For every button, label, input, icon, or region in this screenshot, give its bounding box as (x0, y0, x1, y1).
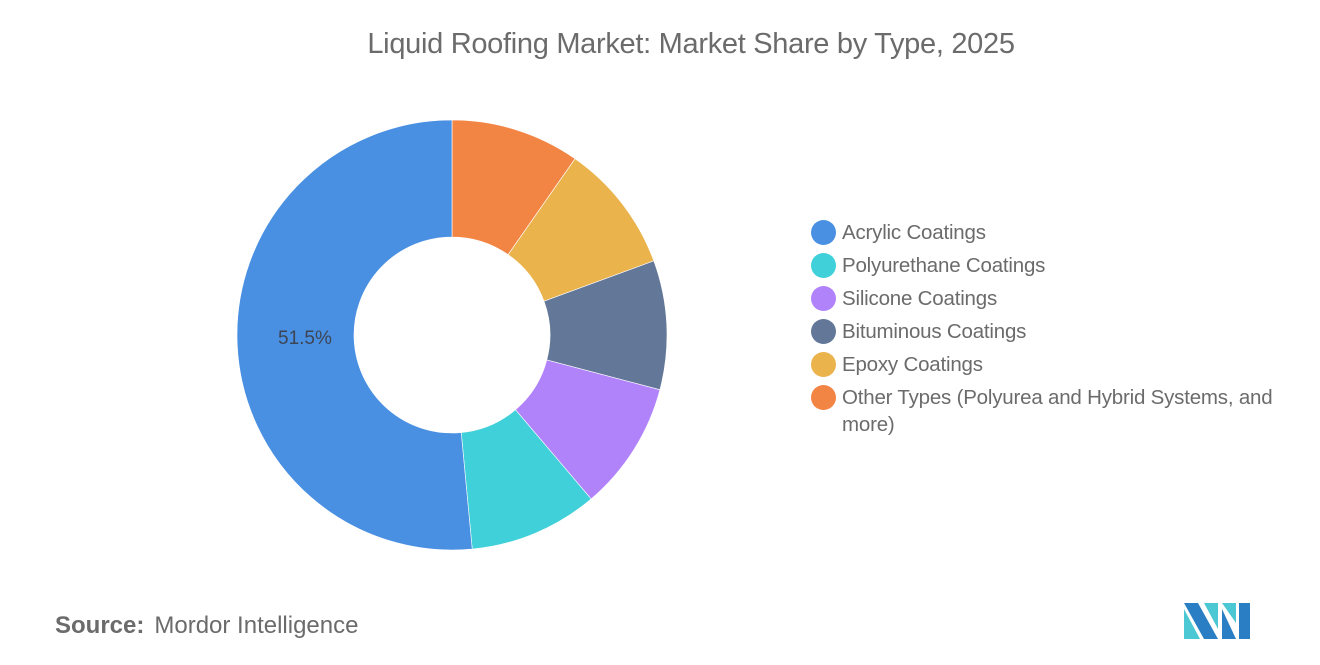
legend-label: Other Types (Polyurea and Hybrid Systems… (842, 386, 1273, 436)
mordor-intelligence-logo-icon (1184, 603, 1250, 639)
donut-slices (236, 119, 668, 551)
source-value: Mordor Intelligence (154, 612, 359, 639)
chart-title: Liquid Roofing Market: Market Share by T… (367, 28, 1015, 60)
legend-swatch-polyurethane-icon (811, 253, 836, 278)
legend-item-bituminous[interactable]: Bituminous Coatings (811, 318, 1291, 351)
legend-item-silicone[interactable]: Silicone Coatings (811, 285, 1291, 318)
legend-swatch-acrylic-icon (811, 220, 836, 245)
legend-item-other-types[interactable]: Other Types (Polyurea and Hybrid Systems… (811, 384, 1291, 438)
donut-slice-acrylic[interactable] (236, 119, 473, 551)
source-attribution: Source: Mordor Intelligence (55, 612, 358, 640)
legend: Acrylic Coatings Polyurethane Coatings S… (811, 219, 1291, 438)
legend-item-polyurethane[interactable]: Polyurethane Coatings (811, 252, 1291, 285)
source-key: Source: (55, 612, 145, 639)
legend-swatch-other-types-icon (811, 385, 836, 410)
slice-label-acrylic: 51.5% (278, 328, 332, 349)
legend-label: Acrylic Coatings (842, 221, 986, 244)
legend-label: Polyurethane Coatings (842, 254, 1046, 277)
legend-swatch-silicone-icon (811, 286, 836, 311)
legend-label: Epoxy Coatings (842, 353, 983, 376)
legend-swatch-epoxy-icon (811, 352, 836, 377)
legend-label: Silicone Coatings (842, 287, 997, 310)
legend-swatch-bituminous-icon (811, 319, 836, 344)
legend-item-acrylic[interactable]: Acrylic Coatings (811, 219, 1291, 252)
legend-item-epoxy[interactable]: Epoxy Coatings (811, 351, 1291, 384)
legend-label: Bituminous Coatings (842, 320, 1027, 343)
